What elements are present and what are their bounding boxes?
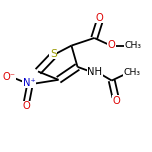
Text: S: S [50, 49, 57, 59]
Text: O: O [108, 40, 116, 50]
Text: O: O [112, 96, 120, 106]
Text: CH₃: CH₃ [125, 41, 142, 50]
Text: O: O [22, 101, 30, 111]
Text: O⁻: O⁻ [2, 72, 15, 82]
Text: CH₃: CH₃ [124, 68, 141, 77]
Text: O: O [96, 13, 103, 23]
Text: N⁺: N⁺ [22, 78, 35, 88]
Text: NH: NH [88, 67, 102, 77]
